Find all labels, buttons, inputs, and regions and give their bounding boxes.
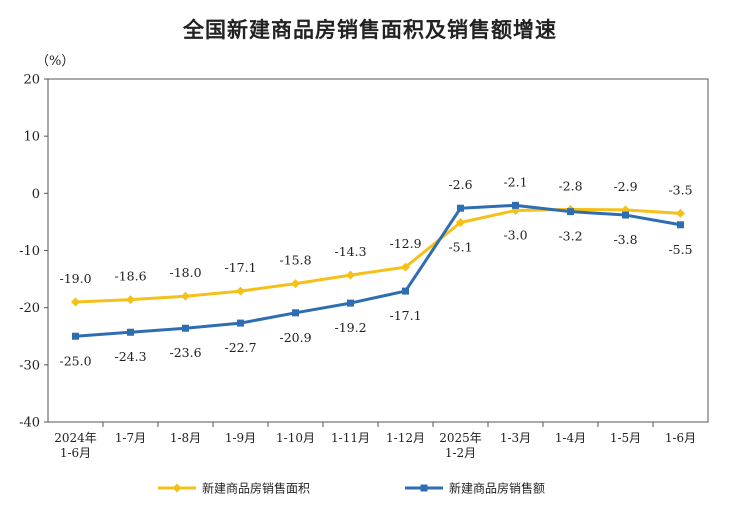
series-line-2 — [75, 203, 681, 338]
data-label: -18.0 — [169, 265, 201, 280]
series-2-point — [457, 204, 464, 212]
y-tick-label: -40 — [19, 416, 40, 431]
y-axis-unit: （%） — [36, 54, 75, 69]
x-tick-label: 1-9月 — [225, 431, 256, 445]
data-label: -25.0 — [59, 353, 91, 368]
x-tick-label: 1-5月 — [610, 431, 641, 445]
series-2-point — [677, 221, 684, 229]
series-1-point — [676, 208, 685, 218]
data-label: -17.1 — [224, 260, 256, 275]
data-label: -19.2 — [334, 320, 366, 335]
data-label: -14.3 — [334, 244, 366, 259]
series-line-1 — [75, 207, 681, 304]
y-tick-label: 20 — [23, 73, 40, 88]
legend: 新建商品房销售面积 新建商品房销售额 — [158, 481, 545, 496]
data-label: -2.1 — [503, 174, 527, 189]
series-1-point — [126, 295, 135, 305]
x-tick-label: 1-7月 — [115, 431, 146, 445]
y-tick-label: -30 — [19, 358, 40, 373]
y-tick-label: 10 — [23, 130, 40, 145]
legend-label: 新建商品房销售额 — [449, 481, 545, 496]
series-points — [71, 201, 685, 340]
data-label: -20.9 — [279, 330, 311, 345]
x-tick-label: 1-8月 — [170, 431, 201, 445]
x-tick-label: 1-2月 — [445, 446, 476, 460]
y-tick-label: 0 — [32, 187, 40, 202]
x-tick-label: 1-11月 — [331, 431, 370, 445]
data-label: -19.0 — [59, 271, 91, 286]
series-1-point — [71, 297, 80, 307]
x-tick-label: 1-3月 — [500, 431, 531, 445]
data-label: -3.0 — [503, 227, 527, 242]
series-2-point — [127, 328, 134, 336]
series-2-point — [512, 201, 519, 209]
x-tick-label: 2025年 — [439, 431, 482, 445]
series-2-point — [72, 332, 79, 340]
data-label: -3.8 — [613, 232, 637, 247]
chart-title: 全国新建商品房销售面积及销售额增速 — [183, 18, 557, 42]
data-label: -15.8 — [279, 253, 311, 268]
data-label: -22.7 — [224, 340, 256, 355]
data-label: -3.5 — [668, 182, 692, 197]
data-label: -2.9 — [613, 179, 637, 194]
series-2-point — [347, 299, 354, 307]
y-tick-label: -10 — [19, 244, 40, 259]
data-label: -23.6 — [169, 345, 201, 360]
series-1-point — [181, 291, 190, 301]
y-tick-label: -20 — [19, 301, 40, 316]
x-tick-label: 1-4月 — [555, 431, 586, 445]
y-axis: 20 10 0 -10 -20 -30 -40 — [19, 73, 48, 431]
series-1-point — [456, 217, 465, 227]
data-label: -2.6 — [448, 177, 472, 192]
x-tick-label: 1-6月 — [665, 431, 696, 445]
series-2-point — [237, 319, 244, 327]
plot-frame — [47, 78, 709, 423]
legend-marker-square — [420, 484, 428, 492]
data-label: -3.2 — [558, 229, 582, 244]
x-tick-label: 2024年 — [54, 431, 97, 445]
data-label: -5.1 — [448, 239, 472, 254]
x-tick-label: 1-10月 — [276, 431, 315, 445]
series-1-point — [291, 279, 300, 289]
series-1-point — [401, 262, 410, 272]
data-label: -17.1 — [389, 308, 421, 323]
series-lines — [75, 203, 681, 338]
x-tick-label: 1-6月 — [60, 446, 91, 460]
x-tick-label: 1-12月 — [386, 431, 425, 445]
series-2-point — [567, 208, 574, 216]
data-label: -18.6 — [114, 269, 146, 284]
series-2-point — [182, 324, 189, 332]
data-label: -5.5 — [668, 242, 692, 257]
legend-label: 新建商品房销售面积 — [202, 481, 310, 496]
series-1-point — [236, 286, 245, 296]
series-1-point — [346, 270, 355, 280]
data-label: -12.9 — [389, 236, 421, 251]
data-labels: -19.0 -18.6 -18.0 -17.1 -15.8 -14.3 -12.9 -5.1 -… — [59, 174, 692, 368]
data-label: -2.8 — [558, 178, 582, 193]
legend-marker-diamond — [172, 483, 182, 493]
series-2-point — [622, 211, 629, 219]
series-2-point — [292, 309, 299, 317]
series-2-point — [402, 287, 409, 295]
data-label: -24.3 — [114, 349, 146, 364]
